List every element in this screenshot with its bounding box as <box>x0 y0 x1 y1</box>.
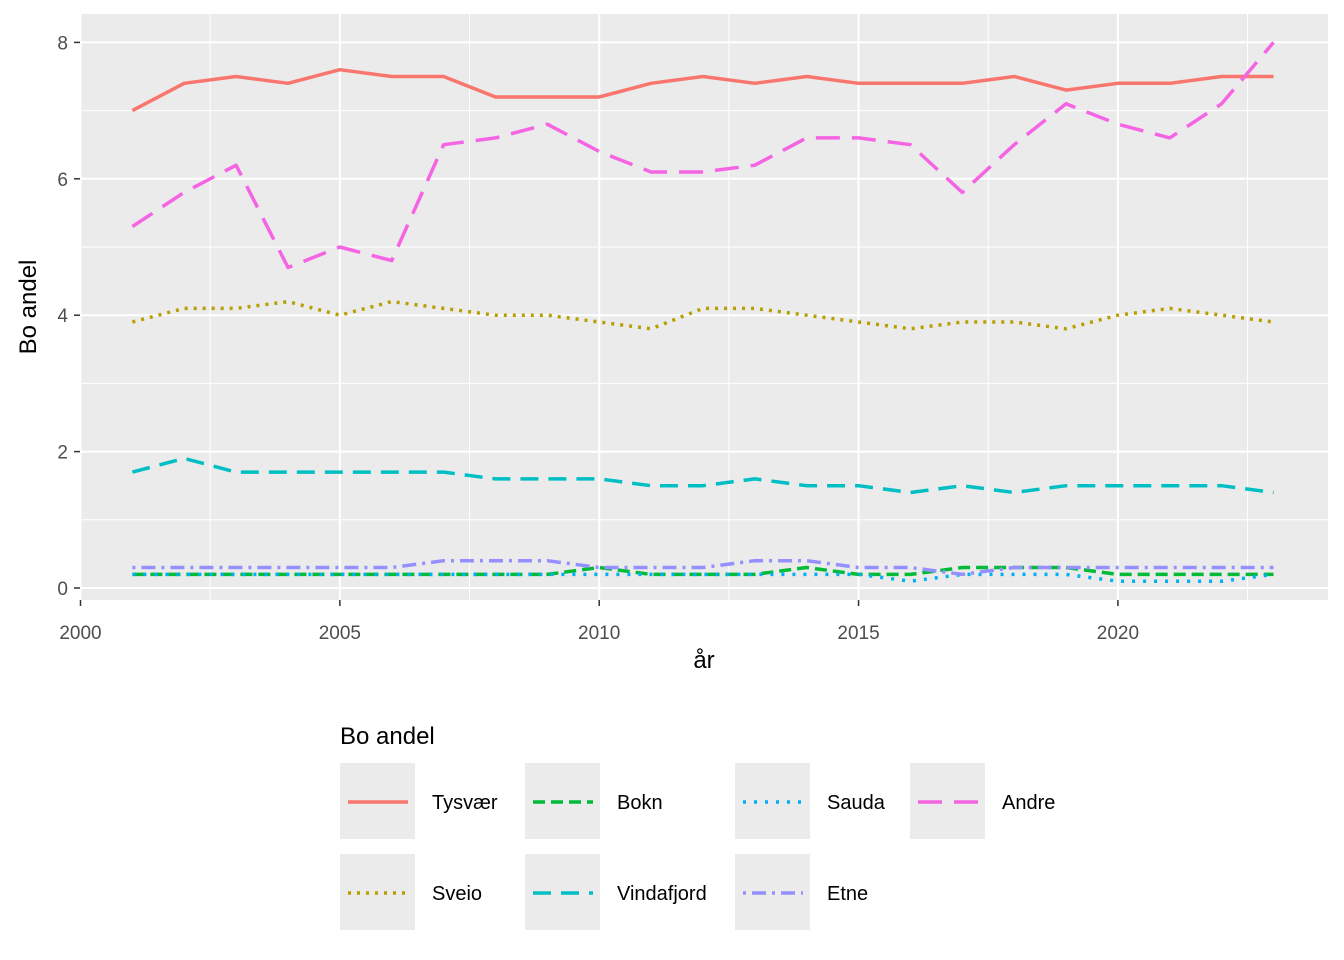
legend-label-andre: Andre <box>1002 792 1055 814</box>
legend-label-bokn: Bokn <box>617 792 663 814</box>
y-tick-label: 6 <box>57 170 68 191</box>
y-axis-title: Bo andel <box>15 260 42 355</box>
grid <box>79 14 1328 600</box>
legend-key-sauda <box>735 763 810 839</box>
legend: Tysvær Sveio Bokn Vindafjord Sauda Etne Andre <box>340 763 1055 930</box>
axes: 0 2 4 6 8 2000 2005 2010 2015 2020 <box>57 33 1139 644</box>
x-tick-label: 2010 <box>578 623 620 644</box>
series-line-vindafjord <box>131 456 1274 495</box>
x-tick-label: 2020 <box>1097 623 1139 644</box>
x-axis-title: år <box>693 647 714 674</box>
legend-label-vindafjord: Vindafjord <box>617 883 707 905</box>
x-tick-label: 2000 <box>59 623 101 644</box>
series-line-sveio <box>131 299 1274 331</box>
y-tick-label: 8 <box>57 33 68 54</box>
series-lines <box>131 41 1275 583</box>
y-tick-label: 2 <box>57 443 68 464</box>
legend-label-sveio: Sveio <box>432 883 482 905</box>
series-line-andre <box>131 41 1275 270</box>
y-tick-label: 0 <box>57 579 68 600</box>
legend-label-tysvær: Tysvær <box>432 792 498 814</box>
y-tick-label: 4 <box>57 306 68 327</box>
legend-label-sauda: Sauda <box>827 792 886 814</box>
series-line-etne <box>132 558 1274 577</box>
series-line-tysvær <box>131 67 1274 113</box>
legend-label-etne: Etne <box>827 883 868 905</box>
legend-title: Bo andel <box>340 723 435 750</box>
x-tick-label: 2005 <box>319 623 361 644</box>
series-line-bokn <box>132 565 1274 577</box>
plot-panel <box>80 14 1328 600</box>
x-tick-label: 2015 <box>837 623 879 644</box>
